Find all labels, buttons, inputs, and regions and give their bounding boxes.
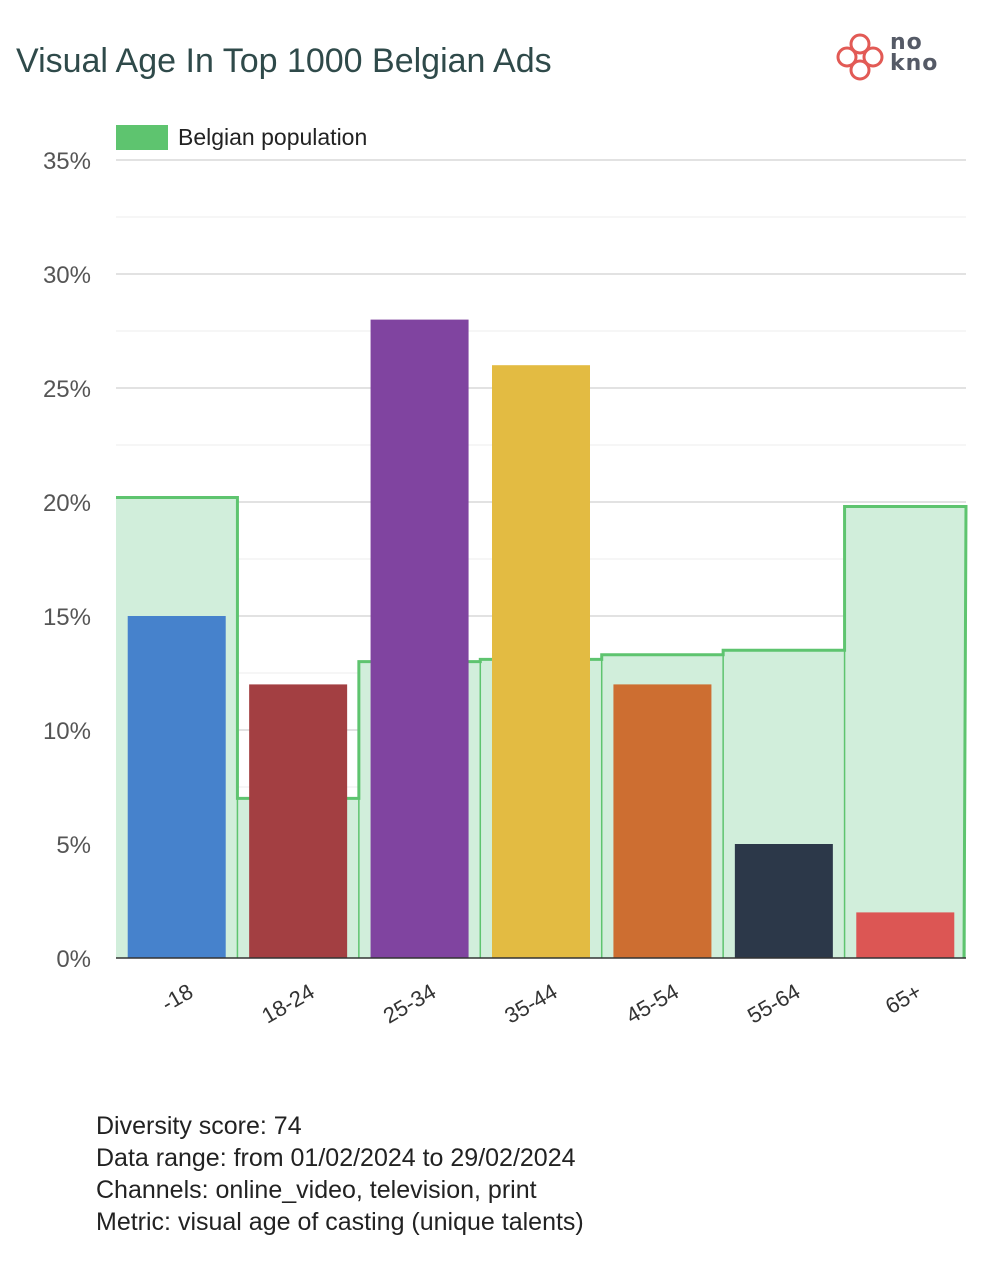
x-tick-label: 25-34 (379, 979, 440, 1029)
x-tick-label: 18-24 (257, 979, 318, 1029)
x-tick-label: 65+ (881, 979, 926, 1019)
channels: Channels: online_video, television, prin… (96, 1176, 537, 1204)
bar-25-34 (370, 319, 469, 959)
bar-35-44 (492, 365, 590, 958)
y-tick-label: 30% (43, 262, 91, 289)
bar-45-54 (613, 684, 712, 958)
bar--18 (127, 616, 226, 958)
bar-65+ (856, 912, 955, 958)
data-range: Data range: from 01/02/2024 to 29/02/202… (96, 1144, 576, 1172)
y-tick-label: 10% (43, 718, 91, 745)
knot-icon (836, 33, 884, 81)
y-tick-label: 25% (43, 376, 91, 403)
metric: Metric: visual age of casting (unique ta… (96, 1208, 584, 1236)
x-tick-label: 35-44 (500, 979, 561, 1029)
bar-55-64 (734, 844, 833, 958)
y-tick-label: 35% (43, 148, 91, 175)
logo-text: no kno (890, 30, 939, 76)
age-bar-chart: 0% 5% 10% 15% 20% 25% 30% 35% -18 18-24 25-34 35-44… (43, 124, 968, 1029)
legend-swatch (116, 125, 168, 150)
x-tick-label: -18 (157, 979, 197, 1017)
y-tick-label: 15% (43, 604, 91, 631)
brand-logo: no kno (832, 30, 962, 86)
diversity-score: Diversity score: 74 (96, 1112, 302, 1140)
chart-info: Diversity score: 74 Data range: from 01/… (96, 1110, 584, 1238)
y-tick-label: 20% (43, 490, 91, 517)
x-tick-label: 45-54 (622, 979, 683, 1029)
x-tick-label: 55-64 (743, 979, 804, 1029)
bar-18-24 (249, 684, 348, 958)
y-tick-label: 0% (56, 946, 91, 973)
y-tick-label: 5% (56, 832, 91, 859)
page-title: Visual Age In Top 1000 Belgian Ads (16, 42, 552, 80)
legend-label: Belgian population (178, 124, 367, 150)
